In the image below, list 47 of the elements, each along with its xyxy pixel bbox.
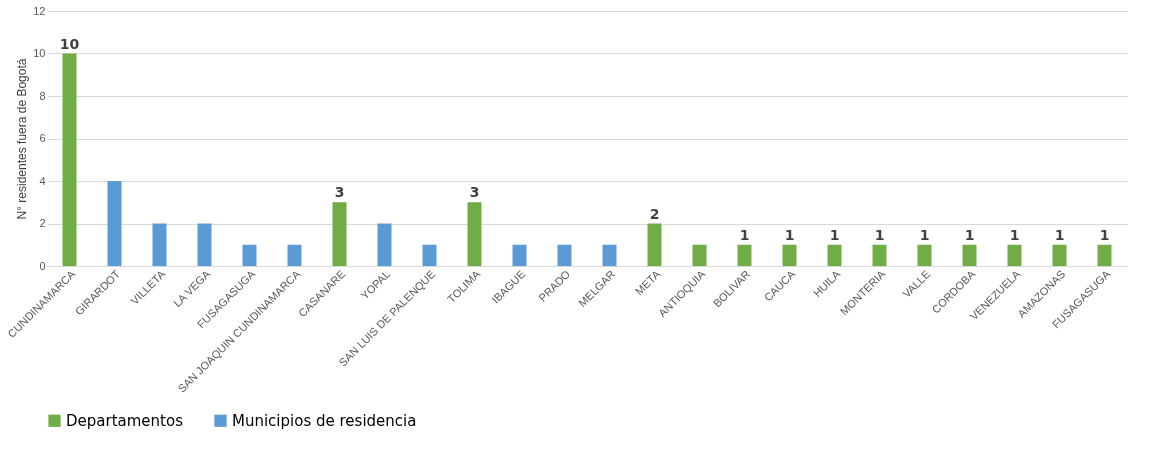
- data-label: 1: [1054, 226, 1065, 243]
- bar: [557, 244, 572, 266]
- bar: [962, 244, 977, 266]
- bar: [512, 244, 527, 266]
- y-tick-label: 12: [33, 4, 46, 17]
- bar: [197, 223, 212, 266]
- data-label: 1: [739, 226, 750, 243]
- data-label: 1: [829, 226, 840, 243]
- bar: [782, 244, 797, 266]
- bar: [647, 223, 662, 266]
- y-tick-label: 0: [39, 259, 46, 272]
- data-label: 3: [469, 184, 480, 201]
- data-label: 1: [964, 226, 975, 243]
- bar: [1052, 244, 1067, 266]
- bar: [107, 181, 122, 266]
- bar: [917, 244, 932, 266]
- y-tick-label: 2: [39, 217, 46, 229]
- bar: [1007, 244, 1022, 266]
- legend-label: Municipios de residencia: [232, 411, 417, 430]
- data-label: 1: [784, 226, 795, 243]
- bar: [287, 244, 302, 266]
- data-label: 3: [334, 184, 345, 201]
- bar: [152, 223, 167, 266]
- bar: [62, 53, 77, 266]
- bar: [332, 202, 347, 266]
- y-axis-title: N° residentes fuera de Bogotá: [15, 58, 30, 220]
- data-label: 1: [1099, 226, 1110, 243]
- data-label: 1: [874, 226, 885, 243]
- bar: [467, 202, 482, 266]
- bar: [422, 244, 437, 266]
- data-label: 1: [919, 226, 930, 243]
- bar: [1097, 244, 1112, 266]
- bar: [827, 244, 842, 266]
- bar: [872, 244, 887, 266]
- data-label: 10: [59, 35, 80, 52]
- bar: [737, 244, 752, 266]
- legend-label: Departamentos: [66, 411, 184, 430]
- data-label: 1: [1009, 226, 1020, 243]
- y-tick-label: 6: [39, 132, 46, 144]
- bar: [242, 244, 257, 266]
- bar: [602, 244, 617, 266]
- bar: [692, 244, 707, 266]
- data-label: 2: [649, 205, 660, 222]
- y-tick-label: 4: [39, 174, 46, 187]
- y-tick-label: 10: [33, 47, 46, 59]
- y-tick-label: 8: [39, 89, 46, 102]
- bar: [377, 223, 392, 266]
